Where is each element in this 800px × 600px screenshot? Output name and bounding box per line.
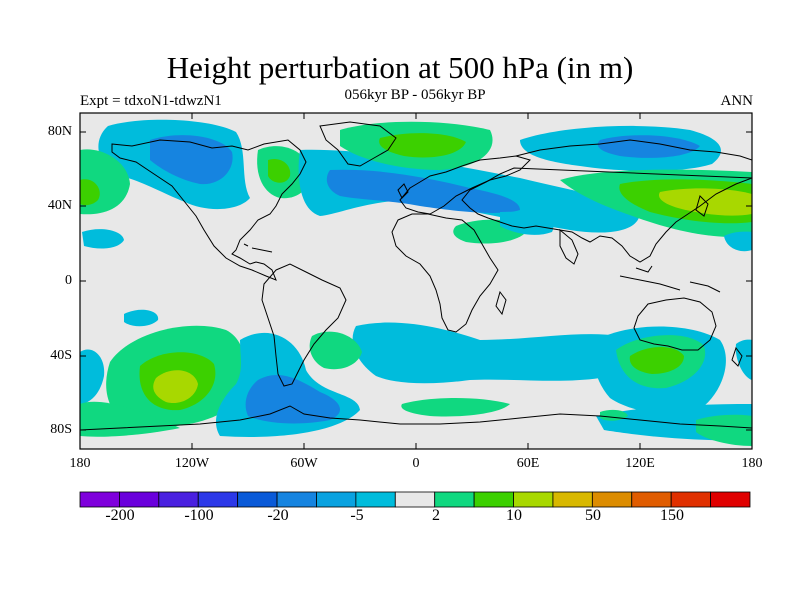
coast-greenland [319,121,397,167]
colorbar-swatch [276,491,317,508]
lat-label-80n: 80N [47,124,72,139]
coast-north-america [111,139,307,281]
colorbar-swatch [670,491,711,508]
colorbar-label: 2 [432,507,440,524]
field-blue-south-pacific-west [80,349,105,404]
coast-africa [391,213,499,333]
experiment-label: Expt = tdxoN1-tdwzN1 [80,93,222,109]
coast-europe [399,155,531,215]
field-green-australia-core [629,347,684,374]
colorbar-label: -20 [267,507,289,524]
colorbar-swatch [631,491,672,508]
colorbar-swatch [710,491,751,508]
colorbar-swatch [79,491,120,508]
colorbar-swatch [316,491,357,508]
colorbar-swatch [197,491,239,508]
field-green-core-west [80,179,100,206]
lat-label-40n: 40N [47,198,72,213]
coast-australia [633,297,717,351]
coast-asia [461,139,752,263]
coastlines [80,121,752,431]
field-blue-atlantic-dark [326,169,520,213]
field-blue-west-pacific-low [82,229,124,249]
field-green-southern-ocean [401,398,510,417]
lon-label-180e: 180 [741,456,763,471]
field-blue-tropical [124,309,159,327]
coast-new-zealand [731,346,743,367]
field-blue-north-america [150,135,233,185]
colorbar-swatch [434,491,475,508]
coast-madagascar [495,290,507,316]
colorbar-swatch [394,491,436,508]
colorbar-swatch [119,491,160,508]
field-green-canada-core [268,158,291,183]
field-blue-mideast-band [500,211,554,235]
colorbar-label: -100 [184,507,214,524]
lon-label-120e: 120E [625,456,655,471]
coast-japan [695,195,709,217]
season-label: ANN [720,93,754,109]
colorbar-swatch [355,491,396,508]
coast-south-america [261,263,347,387]
colorbar-label: 150 [660,507,684,524]
coast-caribbean [243,243,273,253]
coast-indonesia [619,265,721,293]
field-blue-east-pacific-low [724,231,752,252]
field-blue-south-america-dark [245,375,341,424]
colorbar-label: 10 [506,507,522,524]
colorbar-label: -200 [105,507,135,524]
colorbar-swatch [473,491,514,508]
lon-label-0: 0 [412,456,420,471]
coast-india [559,228,579,265]
subtitle: 056kyr BP - 056kyr BP [344,87,486,103]
map-ticks [80,113,752,449]
lon-label-60e: 60E [516,456,540,471]
field-green-south-atlantic [309,331,362,370]
lon-label-60w: 60W [290,456,318,471]
colorbar-label: -5 [350,507,364,524]
lat-label-80s: 80S [50,422,72,437]
lat-label-40s: 40S [50,348,72,363]
field-green-sw-strip [80,401,180,437]
field-yellow-south-pacific [153,370,198,404]
colorbar-swatch [591,491,633,508]
colorbar [79,491,751,508]
coast-antarctica [80,405,752,431]
colorbar-swatch [552,491,593,508]
page-title: Height perturbation at 500 hPa (in m) [166,50,634,85]
lon-label-180w: 180 [69,456,91,471]
field-blue-se-pacific [735,339,752,380]
lon-label-120w: 120W [174,456,210,471]
map-field [80,113,752,449]
colorbar-swatch [158,491,199,508]
colorbar-label: 50 [585,507,601,524]
coast-uk [397,183,409,199]
field-blue-south-atlantic [352,322,631,384]
lat-label-0: 0 [65,273,72,288]
colorbar-swatch [237,491,278,508]
field-green-antarctic-east [696,414,752,446]
field-green-greenland-core [379,133,466,158]
colorbar-swatch [513,491,554,508]
